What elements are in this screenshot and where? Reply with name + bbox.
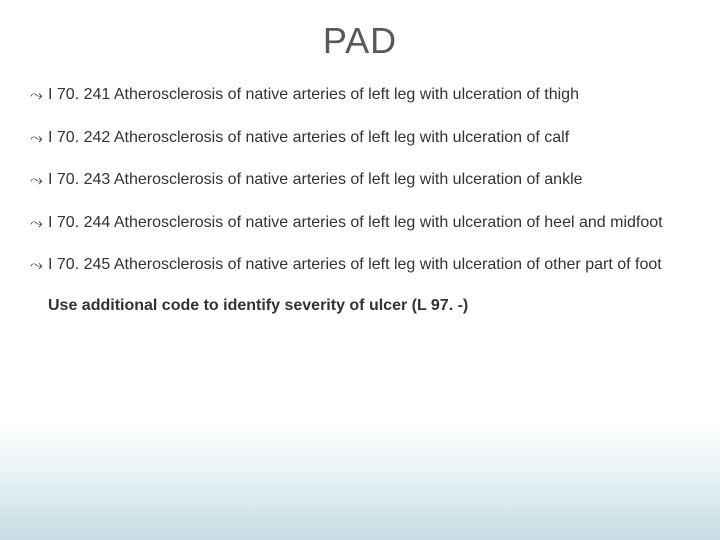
item-text: I 70. 242 Atherosclerosis of native arte… [48, 127, 690, 149]
footer-note: Use additional code to identify severity… [30, 297, 690, 315]
item-code: I 70. 241 [48, 86, 110, 103]
list-item: ⤳ I 70. 243 Atherosclerosis of native ar… [30, 169, 690, 192]
item-desc: Atherosclerosis of native arteries of le… [114, 129, 569, 146]
slide-title: PAD [30, 20, 690, 62]
item-code: I 70. 245 [48, 256, 110, 273]
item-desc: Atherosclerosis of native arteries of le… [114, 256, 662, 273]
list-item: ⤳ I 70. 244 Atherosclerosis of native ar… [30, 212, 690, 235]
bullet-icon: ⤳ [30, 127, 48, 150]
item-code: I 70. 244 [48, 214, 110, 231]
item-text: I 70. 245 Atherosclerosis of native arte… [48, 254, 690, 276]
item-text: I 70. 244 Atherosclerosis of native arte… [48, 212, 690, 234]
item-text: I 70. 241 Atherosclerosis of native arte… [48, 84, 690, 106]
slide: PAD ⤳ I 70. 241 Atherosclerosis of nativ… [0, 0, 720, 540]
item-code: I 70. 243 [48, 171, 110, 188]
item-desc: Atherosclerosis of native arteries of le… [114, 214, 663, 231]
list-item: ⤳ I 70. 245 Atherosclerosis of native ar… [30, 254, 690, 277]
item-code: I 70. 242 [48, 129, 110, 146]
bullet-icon: ⤳ [30, 84, 48, 107]
item-desc: Atherosclerosis of native arteries of le… [114, 86, 579, 103]
bullet-icon: ⤳ [30, 169, 48, 192]
list-item: ⤳ I 70. 242 Atherosclerosis of native ar… [30, 127, 690, 150]
item-text: I 70. 243 Atherosclerosis of native arte… [48, 169, 690, 191]
list-item: ⤳ I 70. 241 Atherosclerosis of native ar… [30, 84, 690, 107]
bullet-icon: ⤳ [30, 254, 48, 277]
item-desc: Atherosclerosis of native arteries of le… [114, 171, 583, 188]
bullet-icon: ⤳ [30, 212, 48, 235]
